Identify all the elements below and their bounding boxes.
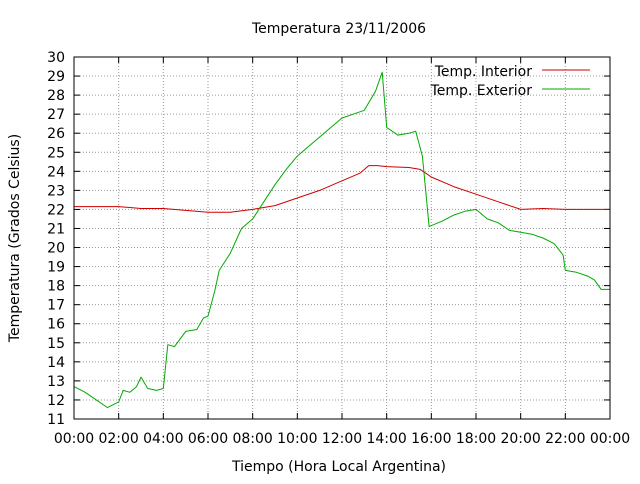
y-tick-label: 17 <box>47 298 65 314</box>
y-tick-label: 18 <box>47 279 65 295</box>
x-tick-label: 18:00 <box>456 431 496 447</box>
x-tick-label: 10:00 <box>277 431 317 447</box>
x-tick-label: 12:00 <box>322 431 362 447</box>
y-tick-label: 13 <box>47 374 65 390</box>
y-tick-label: 22 <box>47 202 65 218</box>
y-tick-label: 14 <box>47 355 65 371</box>
legend: Temp. Interior Temp. Exterior <box>430 64 590 99</box>
y-tick-label: 15 <box>47 336 65 352</box>
y-tick-label: 29 <box>47 69 65 85</box>
y-tick-label: 28 <box>47 88 65 104</box>
x-tick-label: 04:00 <box>143 431 183 447</box>
x-tick-label: 20:00 <box>500 431 540 447</box>
chart-title: Temperatura 23/11/2006 <box>251 21 426 37</box>
y-tick-label: 24 <box>47 164 65 180</box>
legend-label-interior: Temp. Interior <box>434 64 533 80</box>
x-tick-label: 06:00 <box>188 431 228 447</box>
grid <box>74 57 610 419</box>
x-tick-label: 00:00 <box>54 431 94 447</box>
series-line-interior <box>74 165 610 213</box>
y-tick-label: 30 <box>47 50 65 66</box>
y-tick-label: 23 <box>47 183 65 199</box>
x-tick-label: 02:00 <box>98 431 138 447</box>
x-tick-label: 14:00 <box>366 431 406 447</box>
y-tick-label: 11 <box>47 412 65 428</box>
y-axis-label: Temperatura (Grados Celsius) <box>7 134 23 343</box>
y-tick-label: 19 <box>47 260 65 276</box>
y-tick-label: 21 <box>47 221 65 237</box>
x-tick-label: 00:00 <box>590 431 630 447</box>
x-tick-label: 08:00 <box>232 431 272 447</box>
series-lines <box>73 71 610 409</box>
y-tick-label: 26 <box>47 126 65 142</box>
y-tick-label: 27 <box>47 107 65 123</box>
x-axis-label: Tiempo (Hora Local Argentina) <box>231 459 446 475</box>
x-tick-label: 22:00 <box>545 431 585 447</box>
x-tick-label: 16:00 <box>411 431 451 447</box>
plot-frame <box>73 56 611 420</box>
legend-label-exterior: Temp. Exterior <box>430 83 533 99</box>
series-line-exterior <box>73 71 610 409</box>
x-tick-labels: 00:00 02:00 04:00 06:00 08:00 10:00 12:00 14:00… <box>54 431 630 447</box>
y-tick-label: 20 <box>47 241 65 257</box>
y-tick-label: 16 <box>47 317 65 333</box>
y-tick-label: 12 <box>47 393 65 409</box>
y-tick-labels: 11 12 13 14 15 16 17 18 19 20 21 22 23 24 25 26 27 28 29 30 <box>47 50 65 428</box>
y-tick-label: 25 <box>47 145 65 161</box>
